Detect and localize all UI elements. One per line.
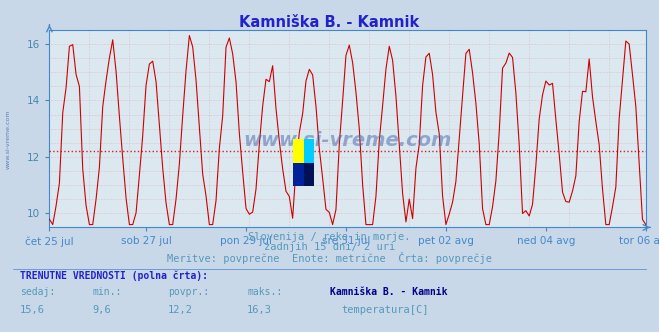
Bar <box>293 163 304 186</box>
Text: maks.:: maks.: <box>247 287 282 297</box>
Text: Kamniška B. - Kamnik: Kamniška B. - Kamnik <box>330 287 447 297</box>
Text: 9,6: 9,6 <box>92 305 111 315</box>
Bar <box>304 163 314 186</box>
Text: Meritve: povprečne  Enote: metrične  Črta: povprečje: Meritve: povprečne Enote: metrične Črta:… <box>167 252 492 264</box>
Text: Slovenija / reke in morje.: Slovenija / reke in morje. <box>248 232 411 242</box>
Bar <box>293 139 304 163</box>
Text: sedaj:: sedaj: <box>20 287 55 297</box>
Text: 16,3: 16,3 <box>247 305 272 315</box>
Text: povpr.:: povpr.: <box>168 287 209 297</box>
Text: www.si-vreme.com: www.si-vreme.com <box>243 131 452 150</box>
Text: 15,6: 15,6 <box>20 305 45 315</box>
Text: TRENUTNE VREDNOSTI (polna črta):: TRENUTNE VREDNOSTI (polna črta): <box>20 271 208 281</box>
Text: www.si-vreme.com: www.si-vreme.com <box>6 110 11 169</box>
Text: temperatura[C]: temperatura[C] <box>341 305 429 315</box>
Text: Kamniška B. - Kamnik: Kamniška B. - Kamnik <box>239 15 420 30</box>
Text: 12,2: 12,2 <box>168 305 193 315</box>
Text: zadnjih 15 dni/ 2 uri: zadnjih 15 dni/ 2 uri <box>264 242 395 252</box>
Text: min.:: min.: <box>92 287 122 297</box>
Bar <box>304 139 314 163</box>
